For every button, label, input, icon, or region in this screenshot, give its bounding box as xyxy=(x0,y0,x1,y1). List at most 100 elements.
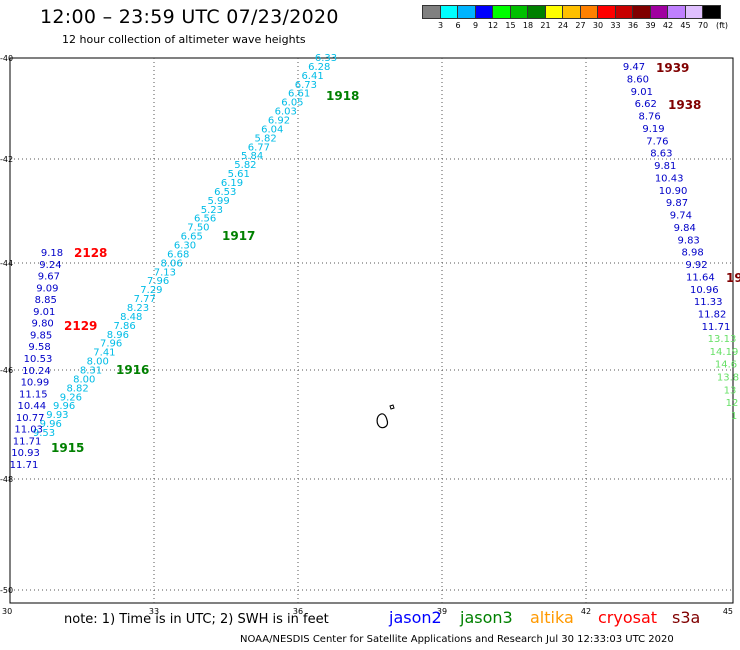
satellite-legend-jason3: jason3 xyxy=(460,608,513,627)
colorbar-label: 21 xyxy=(540,21,551,30)
wave-height-value: 9.93 xyxy=(46,410,68,421)
wave-height-value: 8.31 xyxy=(80,366,102,377)
wave-height-value: 8.96 xyxy=(107,330,129,341)
wave-height-value: 8.23 xyxy=(127,303,149,314)
colorbar-label: 27 xyxy=(575,21,586,30)
satellite-legend-altika: altika xyxy=(530,608,574,627)
wave-height-value: 10.93 xyxy=(11,448,40,459)
y-tick-label: -42 xyxy=(0,155,13,164)
wave-height-value: 10.53 xyxy=(24,354,53,365)
map-title: 12:00 – 23:59 UTC 07/23/2020 xyxy=(40,6,339,28)
wave-height-value: 11.71 xyxy=(13,436,42,447)
colorbar-label: 9 xyxy=(472,21,479,30)
map-frame xyxy=(9,57,734,604)
wave-height-value: 5.82 xyxy=(234,160,256,171)
wave-height-value: 8.48 xyxy=(120,312,142,323)
wave-height-value: 10.43 xyxy=(655,173,684,184)
pass-time-label: 2129 xyxy=(64,319,97,333)
wave-height-value: 6.62 xyxy=(635,99,657,110)
wave-height-value: 11.82 xyxy=(698,310,727,321)
wave-height-value: 8.82 xyxy=(66,383,88,394)
pass-time-label: 1938 xyxy=(668,98,701,112)
wave-height-value: 9.84 xyxy=(674,223,696,234)
wave-height-value: 11.03 xyxy=(14,425,43,436)
x-tick-label: 39 xyxy=(437,607,447,616)
wave-height-value: 9.01 xyxy=(631,87,653,98)
wave-height-value: 9.96 xyxy=(40,419,62,430)
pass-time-labels: 1918 1917 1916 1915 2128 2129 1939 1938 19 xyxy=(51,61,740,455)
wave-height-value: 9.96 xyxy=(53,401,75,412)
wave-height-value: 8.63 xyxy=(650,149,672,160)
wave-height-value: 9.85 xyxy=(30,330,52,341)
wave-height-value: 5.23 xyxy=(201,205,223,216)
wave-height-value: 6.30 xyxy=(174,241,196,252)
x-tick-label: 33 xyxy=(149,607,159,616)
wave-height-value: 6.05 xyxy=(281,98,303,109)
y-tick-label: -46 xyxy=(0,366,13,375)
wave-height-value: 9.83 xyxy=(678,235,700,246)
colorbar-unit: (ft) xyxy=(715,21,729,30)
satellite-legend-jason2: jason2 xyxy=(389,608,442,627)
wave-height-value: 6.65 xyxy=(181,232,203,243)
wave-height-value: 8.60 xyxy=(627,74,649,85)
wave-height-value: 6.19 xyxy=(221,178,243,189)
wave-height-colorbar xyxy=(422,5,721,19)
pass-time-label: 1916 xyxy=(116,363,149,377)
colorbar-label: 42 xyxy=(662,21,674,30)
wave-height-value: 9.67 xyxy=(38,272,60,283)
wave-height-value: 12 xyxy=(726,398,739,409)
axis-ticks: 30 33 36 39 42 45 -40 -42 -44 -46 -48 -50 xyxy=(0,54,733,616)
pass-time-label: 19 xyxy=(726,271,740,285)
wave-height-value: 6.77 xyxy=(248,142,270,153)
x-tick-label: 45 xyxy=(723,607,733,616)
x-tick-label: 30 xyxy=(2,607,12,616)
wave-height-value: 8.00 xyxy=(87,357,109,368)
wave-height-value: 6.41 xyxy=(301,71,323,82)
credit-footer: NOAA/NESDIS Center for Satellite Applica… xyxy=(240,634,674,645)
wave-height-value: 10.24 xyxy=(22,366,51,377)
x-tick-label: 36 xyxy=(293,607,303,616)
wave-height-value: 10.44 xyxy=(17,401,46,412)
wave-height-value: 9.24 xyxy=(39,260,61,271)
wave-height-value: 6.68 xyxy=(167,249,189,260)
wave-height-value: 7.13 xyxy=(154,267,176,278)
wave-height-value: 5.61 xyxy=(228,169,250,180)
y-tick-label: -50 xyxy=(0,586,13,595)
wave-height-value: 11.71 xyxy=(10,460,39,471)
wave-height-value: 8.06 xyxy=(160,258,182,269)
wave-height-value: 7.96 xyxy=(147,276,169,287)
colorbar-label: 18 xyxy=(522,21,534,30)
wave-height-value: 10.96 xyxy=(690,285,719,296)
wave-height-value: 6.53 xyxy=(214,187,236,198)
wave-height-value: 6.56 xyxy=(194,214,216,225)
wave-height-value: 7.29 xyxy=(140,285,162,296)
units-note: note: 1) Time is in UTC; 2) SWH is in fe… xyxy=(64,612,329,627)
pass-time-label: 1918 xyxy=(326,89,359,103)
islet-outline xyxy=(389,404,395,410)
wave-height-value: 6.03 xyxy=(275,107,297,118)
wave-height-value: 10.77 xyxy=(16,413,45,424)
wave-height-value: 9.09 xyxy=(36,283,58,294)
wave-height-value: 7.50 xyxy=(187,223,209,234)
wave-height-value: 11.33 xyxy=(694,297,723,308)
wave-height-value: 7.41 xyxy=(93,348,115,359)
wave-height-value: 6.04 xyxy=(261,124,283,135)
wave-height-value: 9.19 xyxy=(642,124,664,135)
wave-height-value: 11.64 xyxy=(686,272,715,283)
colorbar-label: 36 xyxy=(627,21,639,30)
wave-height-value: 13.13 xyxy=(708,334,737,345)
wave-height-value: 11.15 xyxy=(19,389,48,400)
y-tick-label: -44 xyxy=(0,259,13,268)
colorbar-label: 24 xyxy=(557,21,569,30)
graticule xyxy=(10,58,733,603)
wave-height-value: 7.96 xyxy=(100,339,122,350)
colorbar-label: 3 xyxy=(437,21,444,30)
wave-height-value: 14.19 xyxy=(710,347,739,358)
wave-height-value: 9.26 xyxy=(60,392,82,403)
wave-height-value: 11.71 xyxy=(702,322,731,333)
colorbar-labels: 3 6 9 12 15 18 21 24 27 30 33 36 39 42 45 70 (ft) xyxy=(422,21,732,33)
colorbar-label: 15 xyxy=(505,21,516,30)
x-tick-label: 42 xyxy=(581,607,591,616)
wave-height-value: 9.58 xyxy=(28,342,50,353)
